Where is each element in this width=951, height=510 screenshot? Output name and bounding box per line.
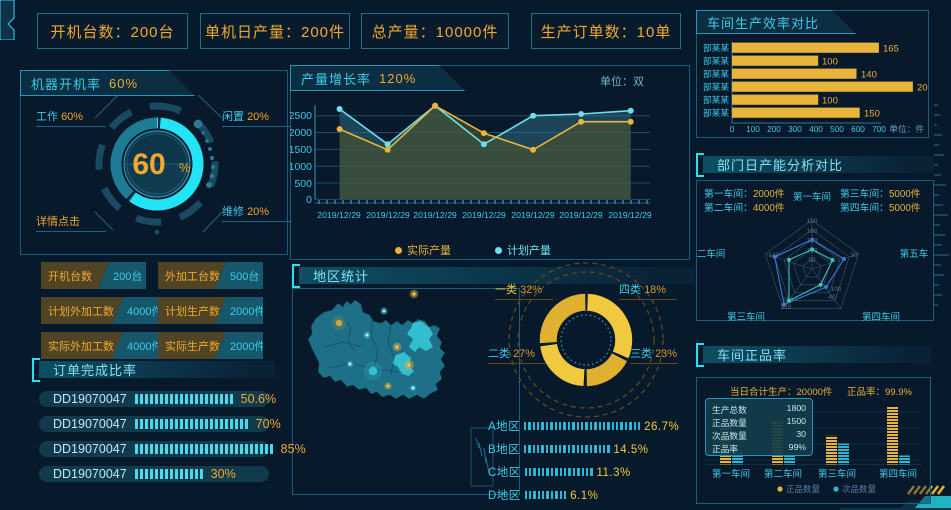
svg-text:%: % — [179, 160, 191, 175]
svg-text:部某某: 部某某 — [703, 68, 729, 79]
svg-text:部某某: 部某某 — [703, 42, 729, 53]
svg-text:2019/12/29: 2019/12/29 — [366, 210, 410, 220]
svg-text:第三车间: 第三车间 — [818, 468, 856, 480]
svg-text:部某某: 部某某 — [703, 81, 729, 92]
svg-text:2500: 2500 — [290, 110, 312, 122]
svg-text:165: 165 — [883, 44, 899, 55]
svg-text:500: 500 — [830, 124, 844, 134]
svg-text:30: 30 — [850, 252, 858, 259]
svg-text:60: 60 — [132, 148, 165, 181]
svg-text:50: 50 — [808, 257, 816, 264]
svg-text:0: 0 — [306, 194, 312, 206]
svg-text:2000: 2000 — [290, 127, 312, 139]
svg-text:100: 100 — [822, 96, 838, 107]
svg-text:150: 150 — [864, 109, 880, 120]
svg-text:第五车: 第五车 — [900, 248, 929, 260]
svg-text:400: 400 — [809, 124, 823, 134]
svg-text:部某某: 部某某 — [703, 94, 729, 105]
svg-text:100: 100 — [831, 286, 842, 293]
svg-text:第四车间: 第四车间 — [862, 311, 900, 323]
svg-text:2019/12/29: 2019/12/29 — [413, 210, 457, 220]
svg-text:200: 200 — [767, 124, 781, 134]
svg-text:140: 140 — [861, 70, 877, 81]
svg-text:2019/12/29: 2019/12/29 — [559, 210, 603, 220]
svg-text:第四车间: 第四车间 — [879, 468, 917, 480]
svg-text:2019/12/29: 2019/12/29 — [608, 210, 652, 220]
svg-text:第三车间: 第三车间 — [727, 311, 765, 323]
svg-text:150: 150 — [807, 218, 818, 225]
svg-text:180: 180 — [807, 228, 818, 235]
svg-text:第二车间: 第二车间 — [764, 468, 802, 480]
svg-text:部某某: 部某某 — [703, 55, 729, 66]
svg-text:单位：件: 单位：件 — [889, 123, 924, 134]
svg-text:20: 20 — [917, 83, 928, 94]
svg-text:第一车间: 第一车间 — [793, 191, 831, 203]
svg-text:40: 40 — [828, 294, 836, 301]
svg-text:1000: 1000 — [290, 161, 312, 173]
svg-text:第一车间: 第一车间 — [712, 468, 750, 480]
svg-text:0: 0 — [730, 124, 735, 134]
svg-text:2019/12/29: 2019/12/29 — [511, 210, 555, 220]
svg-text:1500: 1500 — [290, 144, 312, 156]
svg-text:2019/12/29: 2019/12/29 — [462, 210, 506, 220]
svg-text:100: 100 — [822, 57, 838, 68]
svg-text:2019/12/29: 2019/12/29 — [317, 210, 361, 220]
svg-text:部某某: 部某某 — [703, 107, 729, 118]
svg-text:600: 600 — [851, 124, 865, 134]
svg-text:正品数量: 正品数量 — [786, 484, 821, 494]
svg-text:700: 700 — [872, 124, 886, 134]
svg-text:300: 300 — [788, 124, 802, 134]
svg-text:次品数量: 次品数量 — [842, 484, 877, 494]
svg-text:500: 500 — [294, 178, 312, 190]
svg-text:100: 100 — [746, 124, 760, 134]
